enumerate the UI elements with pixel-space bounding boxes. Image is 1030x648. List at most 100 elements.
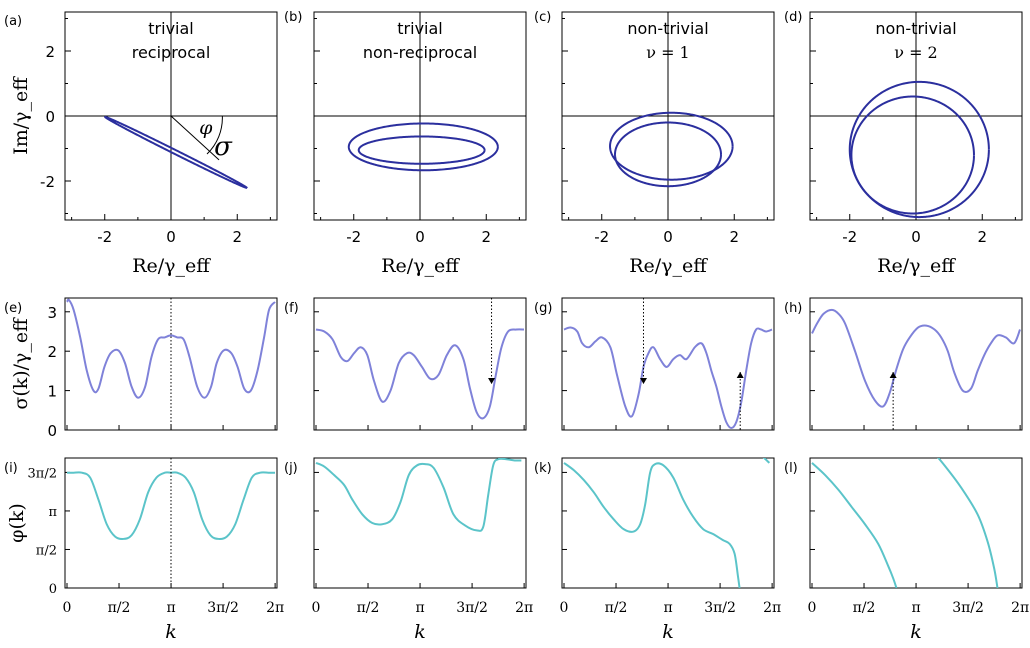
sigma-curve [66, 298, 276, 399]
x-tick-label: 2 [729, 228, 739, 246]
x-tick-label: -2 [594, 228, 609, 246]
y-tick-label: 1 [47, 383, 57, 401]
x-axis-label: k [165, 621, 177, 643]
y-tick-label: π [48, 505, 57, 520]
y-tick-label: 0 [45, 108, 55, 126]
panel-title-line1: non-trivial [875, 19, 956, 38]
panel-title-line2: reciprocal [132, 43, 211, 62]
y-tick-label: π/2 [36, 543, 57, 558]
spectrum-loop-2 [850, 95, 975, 215]
panel-label: (f) [284, 301, 299, 316]
x-tick-label: π/2 [605, 600, 628, 616]
panel-title-line2: ν = 2 [894, 43, 937, 62]
phi-panel-1: 3π/2 π π/2 0 φ(k) 0 π/2 π 3π/2 2π k [6, 457, 284, 643]
y-tick-label: 3π/2 [28, 466, 57, 481]
panel-label: (e) [4, 301, 22, 316]
plot-frame [313, 457, 527, 589]
x-tick-label: π/2 [108, 600, 131, 616]
x-tick-label: 2 [481, 228, 491, 246]
y-axis-label: σ(k)/γ_eff [10, 317, 32, 410]
sigma-panel-1: 3 2 1 0 σ(k)/γ_eff [10, 297, 278, 440]
phi-arc [206, 115, 223, 155]
x-tick-label: 3π/2 [704, 600, 736, 616]
x-tick-label: -2 [842, 228, 857, 246]
x-tick-label: -2 [346, 228, 361, 246]
phi-panel-2: 0 π/2 π 3π/2 2π k [312, 457, 533, 643]
x-tick-label: 2π [515, 600, 533, 616]
phi-curve [315, 458, 522, 532]
arrow-head [736, 372, 744, 378]
x-tick-label: 0 [560, 600, 569, 616]
complex-plane-panel-4: -2 0 2 Re/γ_eff non-trivial ν = 2 [809, 11, 1023, 277]
curve-segment-2 [762, 458, 771, 464]
x-tick-label: 0 [808, 600, 817, 616]
panel-label: (j) [284, 461, 298, 476]
phi-panel-3: 0 π/2 π 3π/2 2π k [560, 457, 781, 643]
x-tick-label: 0 [312, 600, 321, 616]
y-axis-label: Im/γ_eff [10, 76, 32, 155]
x-tick-label: π/2 [853, 600, 876, 616]
x-tick-label: 3π/2 [952, 600, 984, 616]
x-tick-label: 0 [166, 228, 176, 246]
y-tick-label: 2 [47, 343, 57, 361]
plot-frame [64, 457, 278, 589]
x-tick-label: π [663, 600, 672, 616]
sigma-panel-3 [561, 297, 775, 431]
x-tick-label: 2 [232, 228, 242, 246]
panel-label: (d) [784, 10, 802, 25]
curve-group [315, 458, 522, 532]
plot-frame [561, 297, 775, 431]
arrow-head [488, 378, 496, 384]
x-tick-label: 2π [266, 600, 284, 616]
curve-group [315, 328, 525, 420]
curve-group [563, 458, 771, 588]
y-tick-label: -2 [40, 173, 55, 191]
phi-panel-4: 0 π/2 π 3π/2 2π k [808, 457, 1029, 643]
arrow-head [639, 378, 647, 384]
complex-plane-panel-1: -2 0 2 2 0 -2 Im/γ_eff Re/γ_eff trivial reciproca… [10, 11, 278, 277]
x-tick-label: 0 [63, 600, 72, 616]
y-tick-label: 0 [47, 422, 57, 440]
x-tick-label: 0 [911, 228, 921, 246]
x-tick-label: 0 [663, 228, 673, 246]
sigma-panel-2 [313, 297, 527, 431]
curve-group [66, 298, 276, 399]
sigma-radius-line [170, 115, 220, 161]
spectrum-loop-1 [609, 111, 734, 181]
panel-label: (i) [4, 461, 18, 476]
sigma-curve [315, 328, 525, 420]
spectrum-loop-inner [357, 135, 486, 165]
x-tick-label: 2π [1011, 600, 1029, 616]
x-axis-label: k [910, 621, 922, 643]
spectrum-loop-2 [614, 121, 722, 188]
curve-segment-1 [563, 462, 741, 588]
panel-label: (k) [534, 461, 552, 476]
panel-title-line1: trivial [148, 19, 193, 38]
x-axis-label: k [414, 621, 426, 643]
panel-label: (h) [784, 301, 802, 316]
x-axis-label: k [662, 621, 674, 643]
sigma-panel-4 [809, 297, 1023, 431]
sigma-annotation: σ [214, 132, 233, 162]
x-axis-label: Re/γ_eff [629, 255, 708, 277]
complex-plane-panel-2: -2 0 2 Re/γ_eff trivial non-reciprocal [313, 11, 527, 277]
arrow-head [889, 372, 897, 378]
x-tick-label: π [166, 600, 175, 616]
panel-title-line1: non-trivial [627, 19, 708, 38]
curve-group [811, 458, 999, 588]
x-tick-label: 3π/2 [456, 600, 488, 616]
curve-segment-1 [811, 462, 898, 588]
x-tick-label: 2π [763, 600, 781, 616]
panel-label: (l) [784, 461, 798, 476]
panel-title-line2: non-reciprocal [363, 43, 477, 62]
y-tick-label: 0 [49, 582, 57, 597]
y-tick-label: 2 [45, 43, 55, 61]
plot-frame [809, 457, 1023, 589]
x-tick-label: π [415, 600, 424, 616]
x-tick-label: 3π/2 [207, 600, 239, 616]
panel-label: (b) [284, 10, 302, 25]
panel-title-line1: trivial [397, 19, 442, 38]
y-axis-label: φ(k) [6, 503, 28, 543]
phi-annotation: φ [199, 117, 213, 139]
x-axis-label: Re/γ_eff [132, 255, 211, 277]
